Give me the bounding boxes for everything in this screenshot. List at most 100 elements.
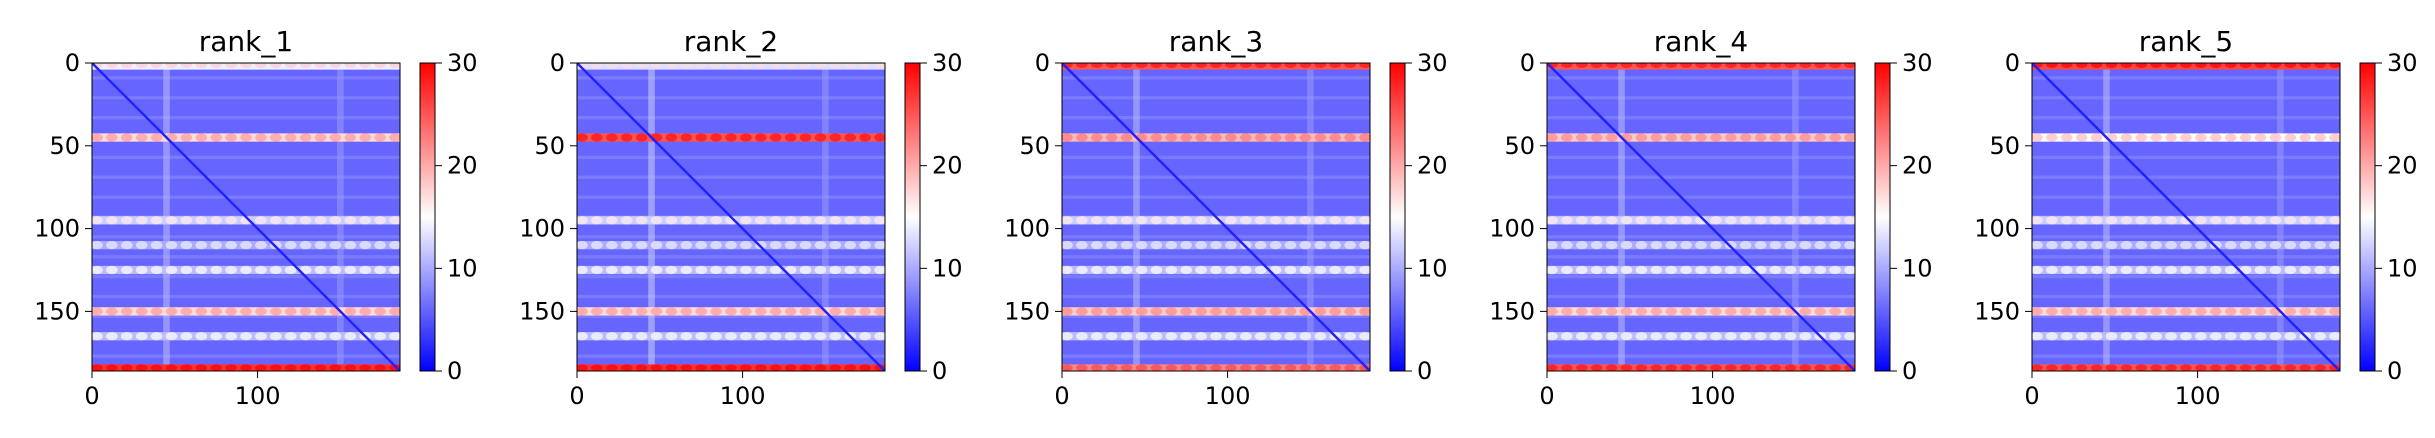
heatmap-band-highlight [874, 241, 885, 250]
heatmap-band-highlight [1284, 133, 1297, 142]
heatmap-band-highlight [1635, 307, 1648, 316]
heatmap-band-highlight [120, 332, 133, 341]
heatmap-band-highlight [374, 332, 386, 341]
heatmap-band-highlight [1710, 216, 1722, 225]
heatmap-band-highlight [1284, 241, 1297, 250]
heatmap-texture-row [2032, 175, 2340, 179]
heatmap-diagonal [1547, 63, 1855, 371]
heatmap-band-highlight [1575, 241, 1588, 250]
heatmap-band-highlight [1210, 63, 1222, 68]
heatmap-panel-2: rank_2 0 100 0 50 100 150 0 10 20 30 [519, 25, 962, 410]
heatmap-band-highlight [769, 241, 782, 250]
heatmap-band-highlight [1620, 307, 1633, 316]
heatmap-texture-row [2032, 96, 2340, 100]
heatmap-band-highlight [1769, 241, 1782, 250]
heatmap-band-highlight [2314, 307, 2326, 316]
heatmap-band-highlight [814, 216, 827, 225]
heatmap-band-highlight [2120, 307, 2133, 316]
heatmap-band-highlight [814, 332, 827, 341]
heatmap-band-highlight [740, 265, 752, 275]
heatmap-band-highlight [1269, 241, 1282, 250]
heatmap-band-highlight [695, 265, 707, 275]
heatmap-band-highlight [1344, 63, 1356, 68]
heatmap-band-highlight [389, 63, 400, 68]
heatmap-band-highlight [2180, 307, 2192, 316]
y-tick-label: 100 [1489, 215, 1535, 243]
heatmap-band-highlight [135, 63, 148, 68]
heatmap-band-highlight [92, 307, 103, 316]
heatmap-band-highlight [2060, 364, 2073, 371]
heatmap-band-highlight [1105, 133, 1118, 142]
heatmap-band-highlight [225, 241, 237, 250]
heatmap-band-highlight [1195, 216, 1207, 225]
heatmap-band-highlight [344, 216, 357, 225]
heatmap-band-highlight [799, 216, 812, 225]
heatmap-band-highlight [2195, 332, 2207, 341]
heatmap-band-highlight [1269, 307, 1282, 316]
heatmap-band-highlight [799, 241, 812, 250]
heatmap-texture-row [2032, 155, 2340, 160]
heatmap-band-highlight [605, 241, 618, 250]
heatmap-band-highlight [591, 265, 603, 275]
heatmap-band-highlight [1650, 265, 1663, 275]
y-tick-label: 50 [1504, 132, 1535, 160]
heatmap-band-highlight [2180, 241, 2192, 250]
heatmap-band-highlight [1329, 216, 1342, 225]
axes-frame [2031, 62, 2341, 372]
heatmap-band-highlight [1076, 307, 1088, 316]
heatmap-band-highlight [1344, 216, 1356, 225]
heatmap-band-highlight [1240, 364, 1252, 371]
heatmap-band-highlight [2299, 63, 2312, 68]
heatmap-band-highlight [680, 216, 693, 225]
heatmap-band-highlight [2195, 307, 2207, 316]
heatmap-band-highlight [1695, 307, 1707, 316]
axes-frame [91, 62, 401, 372]
heatmap-band-highlight [2239, 133, 2252, 142]
heatmap-band-highlight [2269, 364, 2282, 371]
heatmap-band-highlight [1344, 265, 1356, 275]
colorbar-tick-label: 30 [2387, 49, 2418, 77]
heatmap-texture-row [2032, 255, 2340, 259]
heatmap-band-highlight [165, 332, 178, 341]
heatmap-band-highlight [1195, 364, 1207, 371]
heatmap-band-highlight [740, 133, 752, 142]
heatmap-band-highlight [2090, 332, 2103, 341]
heatmap-band-highlight [874, 216, 885, 225]
heatmap-band-highlight [284, 216, 297, 225]
heatmap-band-highlight [165, 307, 178, 316]
heatmap-band-highlight [1547, 332, 1558, 341]
colorbar [1874, 62, 1891, 372]
heatmap-band-highlight [591, 307, 603, 316]
heatmap-band-highlight [1605, 332, 1618, 341]
heatmap-band-highlight [270, 63, 282, 68]
heatmap-band-highlight [2254, 133, 2267, 142]
heatmap-band-highlight [1620, 364, 1633, 371]
heatmap-band-highlight [1314, 241, 1327, 250]
heatmap-band-highlight [374, 216, 386, 225]
heatmap-band-highlight [1829, 216, 1841, 225]
heatmap-band-highlight [1329, 63, 1342, 68]
heatmap-band-highlight [1105, 265, 1118, 275]
heatmap-band-highlight [1284, 265, 1297, 275]
heatmap-band-highlight [1605, 241, 1618, 250]
heatmap-band-highlight [2105, 216, 2118, 225]
panel-title: rank_2 [684, 25, 778, 58]
heatmap-band-highlight [1710, 133, 1722, 142]
heatmap-band-highlight [135, 216, 148, 225]
y-tick-label: 0 [550, 49, 565, 77]
heatmap-band-highlight [1225, 241, 1237, 250]
heatmap-band-highlight [1329, 307, 1342, 316]
heatmap-band-highlight [2195, 63, 2207, 68]
heatmap-band-highlight [2210, 133, 2222, 142]
heatmap-band-highlight [1710, 241, 1722, 250]
heatmap-band-highlight [92, 133, 103, 142]
heatmap-band-highlight [1254, 265, 1267, 275]
heatmap-band-highlight [299, 63, 312, 68]
heatmap-band-highlight [2165, 265, 2177, 275]
heatmap-band-highlight [1076, 364, 1088, 371]
heatmap-band-highlight [1680, 133, 1692, 142]
heatmap-image [577, 63, 885, 371]
heatmap-band-highlight [650, 332, 663, 341]
heatmap-band-highlight [2135, 241, 2148, 250]
heatmap-band-highlight [1105, 63, 1118, 68]
